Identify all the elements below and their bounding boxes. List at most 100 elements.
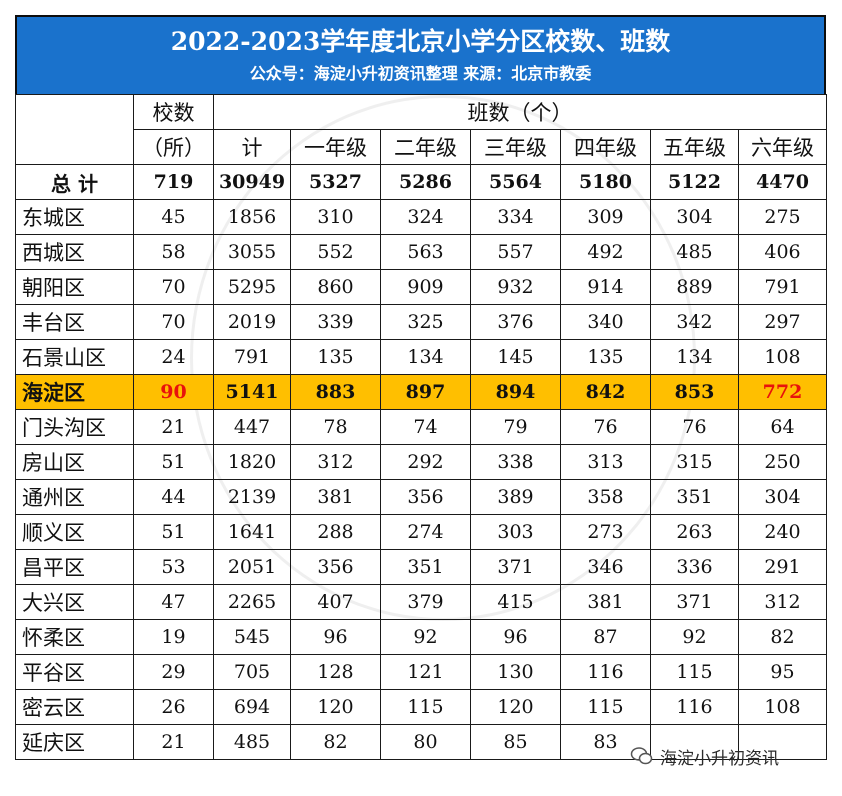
table-row: 门头沟区 21 447 78 74 79 76 76 64 bbox=[15, 409, 828, 445]
cell: 108 bbox=[737, 339, 828, 375]
cell: 53 bbox=[133, 549, 214, 585]
cell: 76 bbox=[560, 409, 651, 445]
header-col-total: 计 bbox=[213, 129, 291, 165]
cell: 485 bbox=[650, 234, 739, 270]
cell: 324 bbox=[380, 199, 471, 235]
cell: 5122 bbox=[650, 164, 739, 200]
cell: 291 bbox=[737, 549, 828, 585]
cell: 356 bbox=[290, 549, 381, 585]
header-row-2: （所） 计 一年级 二年级 三年级 四年级 五年级 六年级 bbox=[16, 129, 828, 165]
header-col-grade6: 六年级 bbox=[737, 129, 828, 165]
row-name: 总 计 bbox=[15, 164, 134, 200]
district-name: 丰台区 bbox=[15, 304, 134, 340]
cell: 250 bbox=[737, 444, 828, 480]
cell: 304 bbox=[737, 479, 828, 515]
cell: 1820 bbox=[213, 444, 291, 480]
cell: 83 bbox=[560, 724, 651, 760]
cell: 130 bbox=[470, 654, 561, 690]
district-name: 房山区 bbox=[15, 444, 134, 480]
cell: 791 bbox=[737, 269, 828, 305]
header-schools: 校数 bbox=[133, 94, 214, 130]
table-row: 密云区 26 694 120 115 120 115 116 108 bbox=[15, 689, 828, 725]
table-row: 西城区 58 3055 552 563 557 492 485 406 bbox=[15, 234, 828, 270]
title-banner: 2022-2023学年度北京小学分区校数、班数 公众号：海淀小升初资讯整理 来源… bbox=[15, 15, 826, 94]
cell: 24 bbox=[133, 339, 214, 375]
cell: 694 bbox=[213, 689, 291, 725]
cell: 447 bbox=[213, 409, 291, 445]
cell: 240 bbox=[737, 514, 828, 550]
cell: 115 bbox=[380, 689, 471, 725]
cell: 135 bbox=[560, 339, 651, 375]
cell: 5327 bbox=[290, 164, 381, 200]
cell: 92 bbox=[650, 619, 739, 655]
table-row: 延庆区 21 485 82 80 85 83 bbox=[15, 724, 828, 760]
page-title: 2022-2023学年度北京小学分区校数、班数 bbox=[170, 27, 671, 56]
cell: 30949 bbox=[213, 164, 291, 200]
total-row: 总 计 719 30949 5327 5286 5564 5180 5122 4… bbox=[15, 164, 828, 200]
cell: 134 bbox=[650, 339, 739, 375]
cell bbox=[650, 724, 739, 760]
cell: 74 bbox=[380, 409, 471, 445]
cell: 303 bbox=[470, 514, 561, 550]
cell: 82 bbox=[737, 619, 828, 655]
cell: 381 bbox=[290, 479, 381, 515]
cell: 346 bbox=[560, 549, 651, 585]
cell: 2019 bbox=[213, 304, 291, 340]
cell: 95 bbox=[737, 654, 828, 690]
table-row: 怀柔区 19 545 96 92 96 87 92 82 bbox=[15, 619, 828, 655]
cell: 379 bbox=[380, 584, 471, 620]
cell: 563 bbox=[380, 234, 471, 270]
cell: 87 bbox=[560, 619, 651, 655]
cell: 889 bbox=[650, 269, 739, 305]
header-col-grade3: 三年级 bbox=[470, 129, 561, 165]
cell: 415 bbox=[470, 584, 561, 620]
table-row: 石景山区 24 791 135 134 145 135 134 108 bbox=[15, 339, 828, 375]
cell: 339 bbox=[290, 304, 381, 340]
cell: 120 bbox=[290, 689, 381, 725]
table-row: 大兴区 47 2265 407 379 415 381 371 312 bbox=[15, 584, 828, 620]
header-classes: 班数（个） bbox=[212, 94, 828, 130]
cell: 273 bbox=[560, 514, 651, 550]
cell: 315 bbox=[650, 444, 739, 480]
cell: 58 bbox=[133, 234, 214, 270]
cell: 44 bbox=[133, 479, 214, 515]
cell: 340 bbox=[560, 304, 651, 340]
district-name: 平谷区 bbox=[15, 654, 134, 690]
cell: 26 bbox=[133, 689, 214, 725]
cell: 4470 bbox=[737, 164, 828, 200]
district-name: 朝阳区 bbox=[15, 269, 134, 305]
cell: 2051 bbox=[213, 549, 291, 585]
cell: 145 bbox=[470, 339, 561, 375]
cell: 407 bbox=[290, 584, 381, 620]
district-name: 密云区 bbox=[15, 689, 134, 725]
cell: 19 bbox=[133, 619, 214, 655]
header-blank bbox=[15, 94, 134, 165]
table-row: 海淀区 90 5141 883 897 894 842 853 772 bbox=[15, 374, 828, 410]
cell: 342 bbox=[650, 304, 739, 340]
cell bbox=[737, 724, 828, 760]
cell: 325 bbox=[380, 304, 471, 340]
stats-sheet: 2022-2023学年度北京小学分区校数、班数 公众号：海淀小升初资讯整理 来源… bbox=[15, 15, 828, 760]
cell: 336 bbox=[650, 549, 739, 585]
district-name: 昌平区 bbox=[15, 549, 134, 585]
cell: 371 bbox=[470, 549, 561, 585]
cell: 381 bbox=[560, 584, 651, 620]
district-name: 西城区 bbox=[15, 234, 134, 270]
district-name: 怀柔区 bbox=[15, 619, 134, 655]
cell: 121 bbox=[380, 654, 471, 690]
district-name: 东城区 bbox=[15, 199, 134, 235]
cell: 116 bbox=[560, 654, 651, 690]
cell: 297 bbox=[737, 304, 828, 340]
cell: 64 bbox=[737, 409, 828, 445]
wechat-icon bbox=[630, 747, 653, 765]
cell: 545 bbox=[213, 619, 291, 655]
cell: 5141 bbox=[213, 374, 291, 410]
cell: 358 bbox=[560, 479, 651, 515]
table-row: 顺义区 51 1641 288 274 303 273 263 240 bbox=[15, 514, 828, 550]
cell: 70 bbox=[133, 269, 214, 305]
cell: 552 bbox=[290, 234, 381, 270]
cell: 351 bbox=[380, 549, 471, 585]
cell: 70 bbox=[133, 304, 214, 340]
cell: 128 bbox=[290, 654, 381, 690]
cell: 2265 bbox=[213, 584, 291, 620]
